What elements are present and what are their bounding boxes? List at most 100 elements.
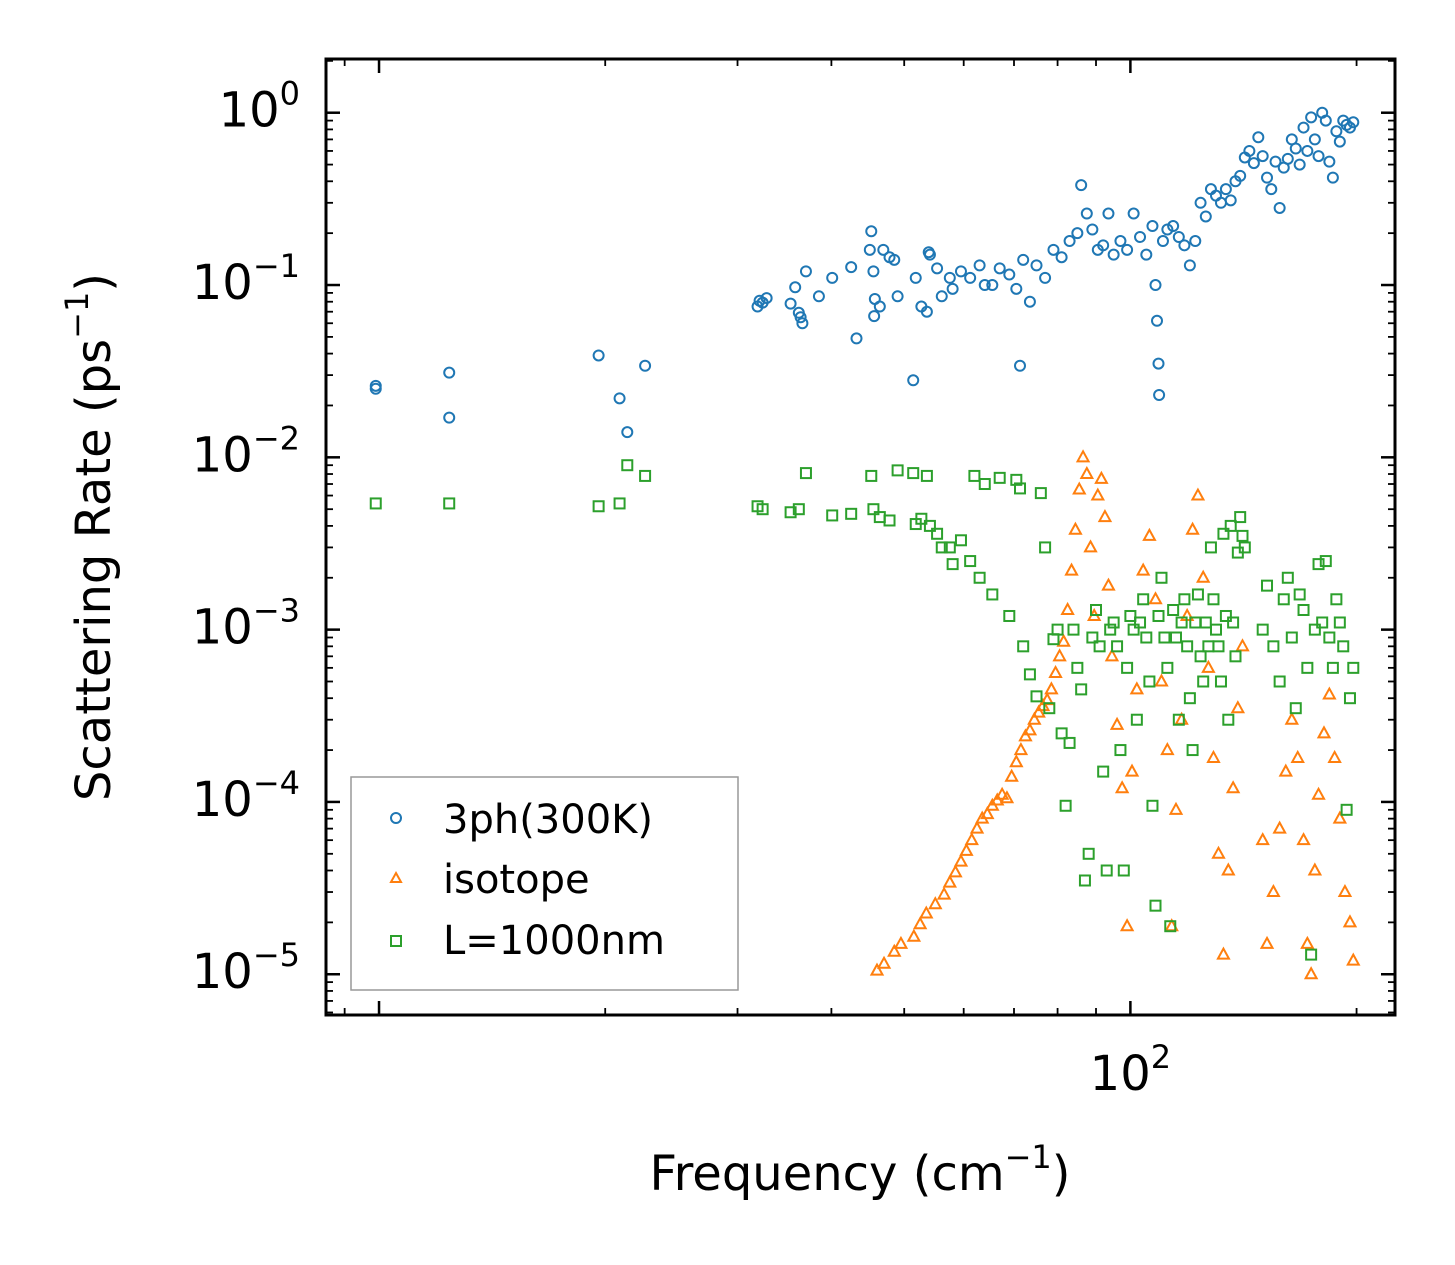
data-point-boundary xyxy=(1181,640,1194,653)
data-point-3ph xyxy=(1017,253,1030,266)
legend-marker-3ph xyxy=(390,812,402,824)
data-point-isotope xyxy=(964,832,979,846)
data-point-boundary xyxy=(1301,661,1314,674)
data-point-boundary xyxy=(1281,571,1294,584)
data-point-boundary xyxy=(613,497,626,510)
data-point-boundary xyxy=(1164,920,1177,933)
data-point-isotope xyxy=(969,820,985,834)
data-point-isotope xyxy=(1322,686,1337,700)
data-point-isotope xyxy=(948,864,963,878)
data-point-boundary xyxy=(891,464,904,477)
data-point-3ph xyxy=(954,265,967,278)
data-point-boundary xyxy=(1030,690,1043,703)
data-point-3ph xyxy=(1097,239,1110,252)
data-point-boundary xyxy=(1229,650,1242,663)
data-point-boundary xyxy=(986,588,999,601)
data-point-boundary xyxy=(1202,640,1215,653)
y-tick-label: 10−2 xyxy=(192,419,300,483)
data-point-3ph xyxy=(1243,144,1256,157)
data-point-isotope xyxy=(1266,883,1281,898)
data-point-3ph xyxy=(978,279,991,292)
data-point-boundary xyxy=(1207,593,1220,606)
data-point-3ph xyxy=(1199,210,1212,223)
data-point-isotope xyxy=(887,943,902,957)
data-point-3ph xyxy=(1114,235,1127,248)
data-point-isotope xyxy=(1114,780,1130,794)
data-point-3ph xyxy=(923,248,936,261)
y-tick-label-exp: −2 xyxy=(253,419,300,457)
data-point-isotope xyxy=(1097,509,1113,523)
data-point-isotope xyxy=(1303,966,1319,980)
data-point-boundary xyxy=(1078,874,1091,887)
x-axis-label: Frequency (cm−1) xyxy=(649,1138,1070,1202)
data-point-3ph xyxy=(1055,251,1068,264)
data-point-3ph xyxy=(973,259,986,272)
y-axis-label: Scattering Rate (ps−1) xyxy=(58,273,122,801)
data-point-isotope xyxy=(959,842,974,856)
data-point-3ph xyxy=(369,382,382,395)
data-point-boundary xyxy=(1199,616,1212,629)
data-point-boundary xyxy=(826,509,839,522)
data-point-isotope xyxy=(1044,681,1059,695)
data-point-isotope xyxy=(1201,659,1216,673)
data-point-3ph xyxy=(1301,144,1314,157)
data-point-boundary xyxy=(443,497,456,510)
data-point-boundary xyxy=(1086,631,1099,644)
data-point-3ph xyxy=(1219,183,1232,196)
data-point-3ph xyxy=(1347,116,1360,129)
data-point-3ph xyxy=(1010,282,1023,295)
data-point-isotope xyxy=(1230,700,1246,714)
data-point-isotope xyxy=(876,955,892,969)
data-point-boundary xyxy=(1197,675,1210,688)
data-point-boundary xyxy=(784,506,797,519)
data-point-boundary xyxy=(1214,675,1227,688)
y-tick-label-base: 10 xyxy=(219,83,280,139)
data-point-boundary xyxy=(1175,616,1188,629)
data-point-boundary xyxy=(1204,541,1217,554)
data-point-3ph xyxy=(1289,142,1302,155)
data-point-boundary xyxy=(1256,623,1269,636)
data-point-isotope xyxy=(1109,716,1125,730)
data-point-3ph xyxy=(1140,248,1153,261)
data-point-3ph xyxy=(1326,171,1339,184)
data-point-3ph xyxy=(1003,268,1016,281)
data-point-boundary xyxy=(954,534,967,547)
y-axis-label-text: Scattering Rate (ps xyxy=(66,339,122,801)
data-point-isotope xyxy=(1235,638,1250,652)
data-point-boundary xyxy=(978,478,991,491)
data-point-boundary xyxy=(1090,603,1103,616)
data-point-3ph xyxy=(796,317,809,330)
data-point-isotope xyxy=(1307,862,1323,876)
data-point-boundary xyxy=(931,527,944,540)
data-point-boundary xyxy=(1312,558,1325,571)
data-point-boundary xyxy=(1186,744,1199,757)
data-point-3ph xyxy=(920,305,933,318)
data-point-isotope xyxy=(1259,935,1275,949)
data-point-boundary xyxy=(1219,609,1232,622)
data-point-boundary xyxy=(1075,683,1088,696)
data-point-3ph xyxy=(639,359,652,372)
data-point-3ph xyxy=(1183,259,1196,272)
data-point-3ph xyxy=(1102,207,1115,220)
data-point-boundary xyxy=(1293,588,1306,601)
data-point-isotope xyxy=(1185,521,1200,535)
data-point-boundary xyxy=(1130,713,1143,726)
data-point-isotope xyxy=(994,786,1010,800)
data-point-boundary xyxy=(883,514,896,527)
data-point-3ph xyxy=(443,411,456,424)
data-point-boundary xyxy=(1003,609,1016,622)
data-point-3ph xyxy=(1156,235,1169,248)
y-axis-label-end: ) xyxy=(66,273,122,292)
data-point-isotope xyxy=(869,962,885,976)
data-point-3ph xyxy=(1256,150,1269,163)
y-tick-label: 10−4 xyxy=(192,764,300,828)
legend-label-3ph: 3ph(300K) xyxy=(443,797,653,843)
data-point-3ph xyxy=(1071,227,1084,240)
data-point-3ph xyxy=(784,297,797,310)
data-point-3ph xyxy=(993,262,1006,275)
data-point-boundary xyxy=(1093,640,1106,653)
data-point-3ph xyxy=(863,243,876,256)
data-point-boundary xyxy=(1017,640,1030,653)
data-point-boundary xyxy=(639,469,652,482)
data-point-isotope xyxy=(1079,465,1095,480)
